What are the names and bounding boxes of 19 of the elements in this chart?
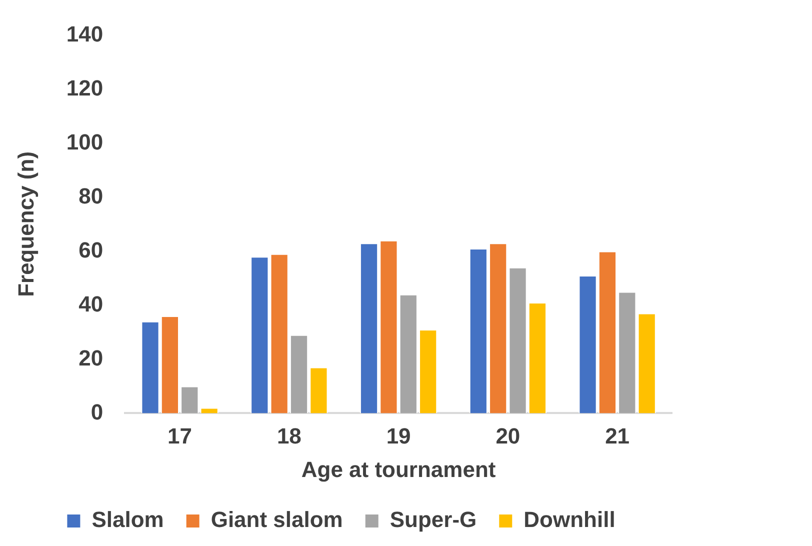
y-tick-label: 60: [78, 237, 104, 262]
x-axis-title: Age at tournament: [301, 456, 496, 482]
y-tick-label: 20: [78, 345, 104, 370]
y-tick-label: 140: [66, 21, 104, 46]
x-tick-label: 18: [276, 423, 302, 448]
x-tick-label: 20: [496, 423, 520, 448]
y-tick-label: 0: [90, 399, 104, 424]
legend-label: Slalom: [92, 507, 164, 532]
y-tick-label: 120: [66, 75, 104, 100]
legend-label: Giant slalom: [210, 507, 343, 532]
y-axis-title: Frequency (n): [13, 151, 38, 297]
y-tick-label: 40: [78, 291, 104, 316]
y-tick-label: 100: [66, 129, 104, 154]
x-tick-label: 17: [168, 423, 192, 448]
legend-label: Downhill: [524, 507, 616, 532]
x-tick-label: 21: [605, 423, 630, 448]
legend-label: Super-G: [390, 507, 477, 532]
x-tick-label: 19: [386, 423, 411, 448]
y-tick-label: 80: [78, 183, 104, 208]
